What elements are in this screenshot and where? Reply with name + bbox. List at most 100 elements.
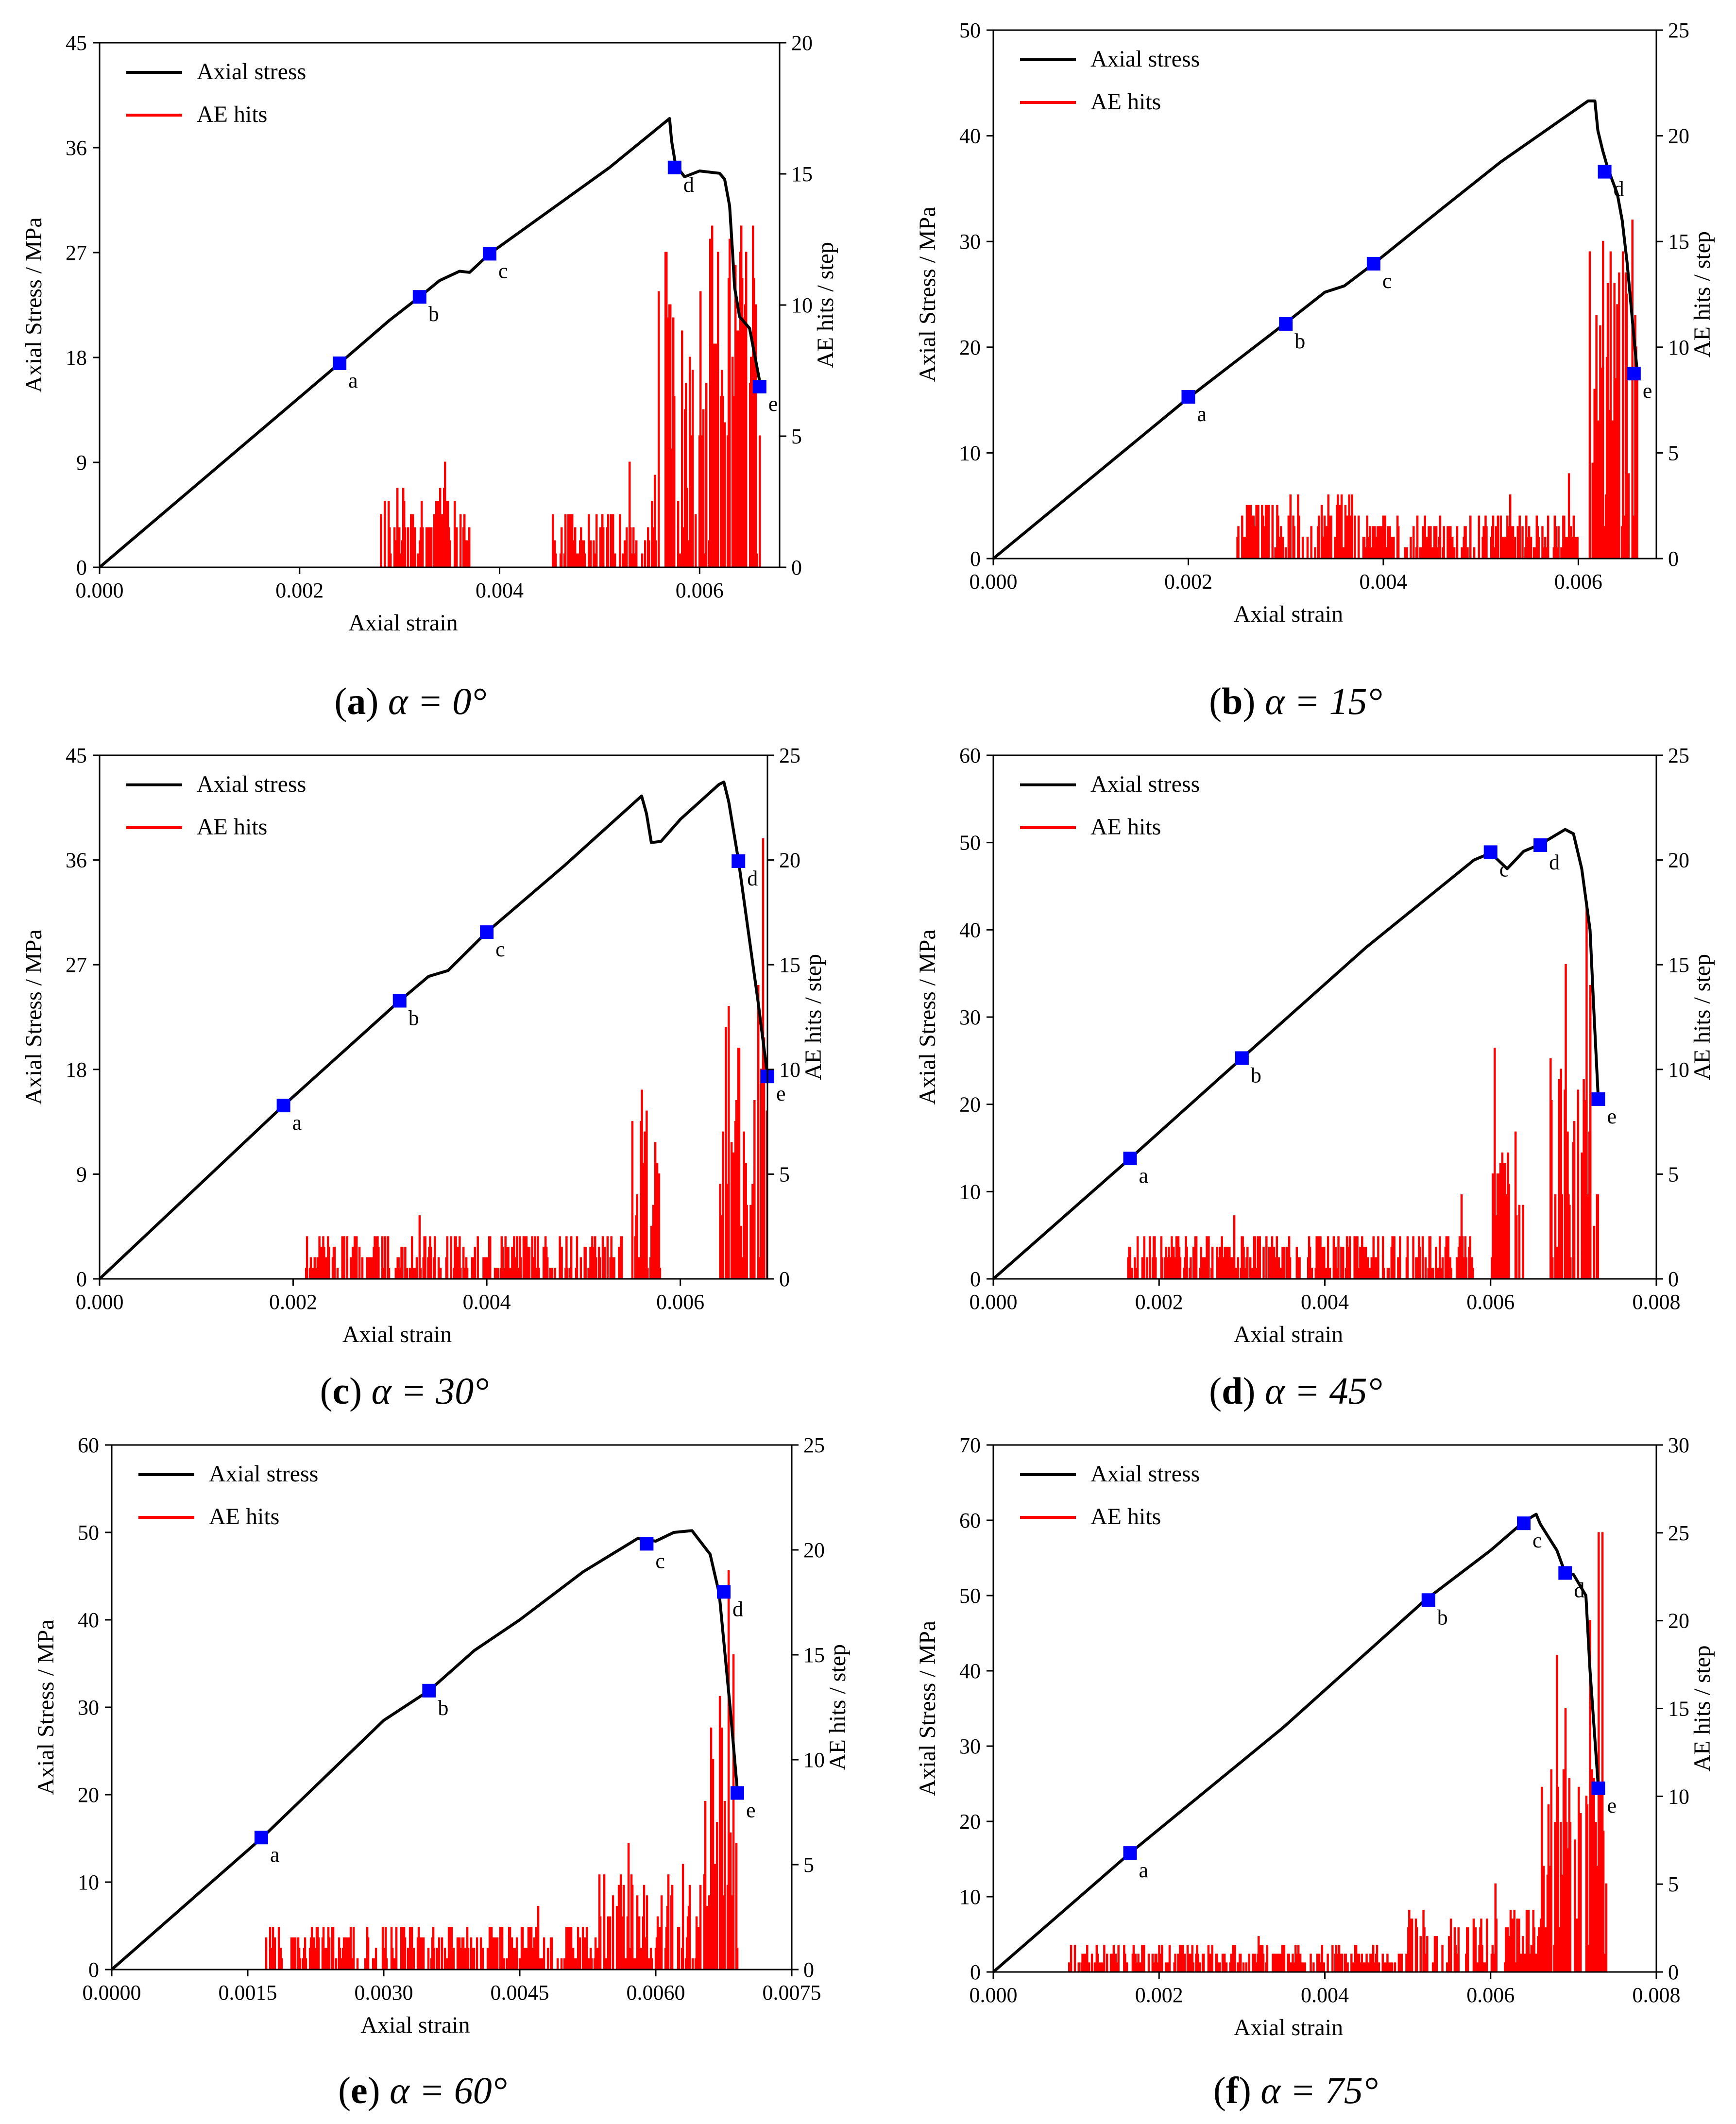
caption-part: a <box>347 680 366 722</box>
x-tick-label: 0.0075 <box>763 1981 821 2005</box>
marker-c <box>640 1537 654 1551</box>
marker-label-e: e <box>768 392 778 416</box>
marker-e <box>1591 1781 1605 1795</box>
y2-tick-label: 10 <box>1668 1058 1689 1082</box>
y-axis-label: Axial Stress / MPa <box>915 206 940 382</box>
marker-d <box>667 160 681 174</box>
y2-tick-label: 0 <box>1668 1960 1679 1984</box>
y-tick-label: 50 <box>78 1521 99 1545</box>
marker-label-a: a <box>348 369 358 392</box>
marker-label-d: d <box>1574 1579 1584 1602</box>
x-tick-label: 0.008 <box>1633 1983 1681 2007</box>
y2-tick-label: 15 <box>779 953 800 977</box>
x-axis-label: Axial strain <box>1234 601 1343 627</box>
legend-label-ae: AE hits <box>209 1504 279 1529</box>
y-tick-label: 30 <box>959 1734 981 1758</box>
marker-e <box>731 1786 744 1800</box>
caption-part: ) <box>349 1370 371 1412</box>
y2-tick-label: 15 <box>803 1643 825 1667</box>
x-tick-label: 0.002 <box>1164 570 1212 594</box>
y-tick-label: 18 <box>66 1058 87 1082</box>
y-tick-label: 0 <box>76 556 87 579</box>
y-tick-label: 40 <box>959 918 981 942</box>
y2-tick-label: 20 <box>1668 849 1689 872</box>
marker-label-e: e <box>746 1798 756 1822</box>
y2-tick-label: 10 <box>803 1748 825 1772</box>
marker-e <box>752 380 766 393</box>
caption-part: d <box>1222 1370 1242 1412</box>
y-tick-label: 50 <box>959 18 981 42</box>
panel-caption: (a) α = 0° <box>334 680 486 722</box>
y-tick-label: 10 <box>959 1885 981 1909</box>
panel-caption: (e) α = 60° <box>338 2069 507 2111</box>
marker-b <box>392 994 407 1008</box>
y-tick-label: 0 <box>970 547 981 571</box>
marker-c <box>1483 845 1498 859</box>
x-tick-label: 0.0045 <box>491 1981 549 2005</box>
y-tick-label: 70 <box>959 1433 981 1457</box>
marker-a <box>1123 1846 1137 1860</box>
y-axis-label: Axial Stress / MPa <box>21 929 47 1104</box>
caption-part: ( <box>334 680 347 722</box>
y2-tick-label: 5 <box>779 1162 790 1186</box>
marker-label-c: c <box>1499 857 1509 881</box>
marker-label-d: d <box>1614 177 1624 201</box>
y-tick-label: 30 <box>78 1696 99 1719</box>
caption-part: α = 75° <box>1260 2069 1378 2111</box>
x-tick-label: 0.002 <box>1135 1290 1183 1314</box>
legend-label-stress: Axial stress <box>1090 46 1200 72</box>
x-tick-label: 0.002 <box>269 1290 317 1314</box>
y2-axis-label: AE hits / step <box>1689 954 1715 1080</box>
marker-a <box>276 1099 290 1113</box>
ae-hits-series <box>993 220 1638 560</box>
marker-label-d: d <box>747 867 758 890</box>
y-tick-label: 40 <box>959 1659 981 1683</box>
y2-tick-label: 0 <box>779 1267 790 1291</box>
x-tick-label: 0.000 <box>970 570 1018 594</box>
x-axis-label: Axial strain <box>360 2012 470 2038</box>
ae-hits-series <box>100 225 761 568</box>
y-tick-label: 0 <box>970 1960 981 1984</box>
y2-axis-label: AE hits / step <box>1689 1646 1715 1772</box>
marker-d <box>717 1585 731 1599</box>
y2-tick-label: 25 <box>1668 1521 1689 1545</box>
caption-part: ( <box>338 2069 351 2111</box>
legend-label-stress: Axial stress <box>1090 1461 1200 1487</box>
y2-tick-label: 5 <box>791 425 802 448</box>
x-tick-label: 0.000 <box>76 1290 124 1314</box>
legend-label-ae: AE hits <box>1090 89 1161 115</box>
x-tick-label: 0.0015 <box>219 1981 277 2005</box>
marker-label-e: e <box>776 1082 786 1105</box>
panel-caption: (d) α = 45° <box>1209 1370 1382 1412</box>
chart-panel-c: a b c d e 0.000 0.002 0.004 0.006 0 9 18 27 36 45 0 5 10 1… <box>21 744 826 1412</box>
x-tick-label: 0.000 <box>970 1983 1018 2007</box>
y2-tick-label: 0 <box>803 1958 814 1982</box>
marker-label-b: b <box>1437 1605 1448 1629</box>
caption-part: ( <box>320 1370 333 1412</box>
y-tick-label: 50 <box>959 1584 981 1608</box>
marker-e <box>1627 367 1641 381</box>
marker-label-e: e <box>1607 1794 1617 1818</box>
legend-label-stress: Axial stress <box>1090 771 1200 797</box>
marker-label-c: c <box>1382 269 1392 293</box>
marker-label-b: b <box>408 1006 419 1030</box>
caption-part: ) <box>1243 1370 1265 1412</box>
y2-tick-label: 0 <box>791 556 802 579</box>
legend-label-ae: AE hits <box>197 102 267 127</box>
marker-label-a: a <box>1197 402 1207 426</box>
y2-tick-label: 20 <box>1668 124 1689 148</box>
marker-b <box>1235 1051 1249 1065</box>
marker-label-d: d <box>683 173 694 197</box>
y-tick-label: 36 <box>66 849 87 872</box>
y2-axis-label: AE hits / step <box>800 954 826 1080</box>
marker-label-c: c <box>495 937 505 961</box>
legend-label-ae: AE hits <box>197 814 267 840</box>
legend-label-stress: Axial stress <box>197 59 306 85</box>
caption-part: ) <box>1243 680 1265 722</box>
ae-hits-series <box>993 1532 1608 1973</box>
marker-c <box>482 247 496 261</box>
x-tick-label: 0.0000 <box>83 1981 141 2005</box>
marker-d <box>1598 165 1612 179</box>
marker-d <box>1558 1566 1572 1580</box>
